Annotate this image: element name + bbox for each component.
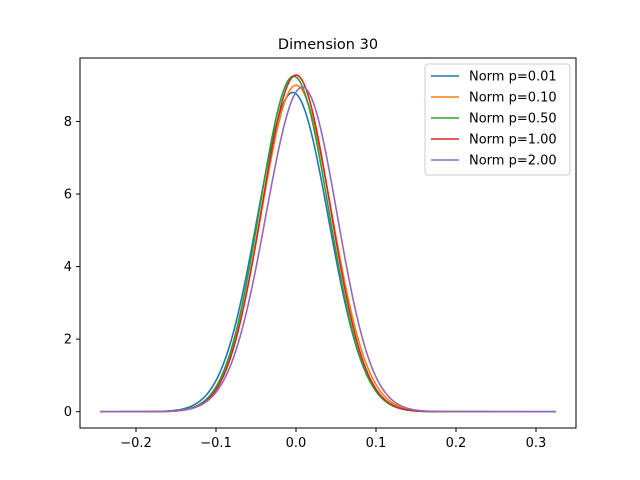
- legend-label: Norm p=1.00: [469, 133, 557, 148]
- plot-area-frame: [79, 57, 577, 429]
- chart-title: Dimension 30: [278, 37, 378, 53]
- y-tick-label: 2: [64, 333, 72, 348]
- y-tick-label: 0: [64, 405, 72, 420]
- x-tick-label: −0.1: [200, 436, 232, 451]
- y-tick-label: 4: [64, 260, 72, 275]
- legend-label: Norm p=0.01: [469, 70, 557, 85]
- y-axis-ticks: 0 2 4 6 8: [64, 115, 80, 420]
- legend-label: Norm p=0.10: [469, 91, 557, 106]
- y-tick-label: 6: [64, 188, 72, 203]
- x-tick-label: 0.3: [526, 436, 547, 451]
- legend-label: Norm p=0.50: [469, 112, 557, 127]
- x-tick-label: −0.2: [120, 436, 152, 451]
- x-axis-ticks: −0.2 −0.1 0.0 0.1 0.2 0.3: [120, 428, 546, 451]
- y-tick-label: 8: [64, 115, 72, 130]
- legend: Norm p=0.01 Norm p=0.10 Norm p=0.50 Norm p=…: [424, 63, 571, 176]
- legend-box: [424, 63, 571, 176]
- series-lines: [100, 74, 556, 413]
- legend-label: Norm p=2.00: [469, 154, 557, 169]
- x-tick-label: 0.0: [286, 436, 307, 451]
- x-tick-label: 0.1: [366, 436, 387, 451]
- series-line-4: [100, 86, 556, 413]
- x-tick-label: 0.2: [446, 436, 467, 451]
